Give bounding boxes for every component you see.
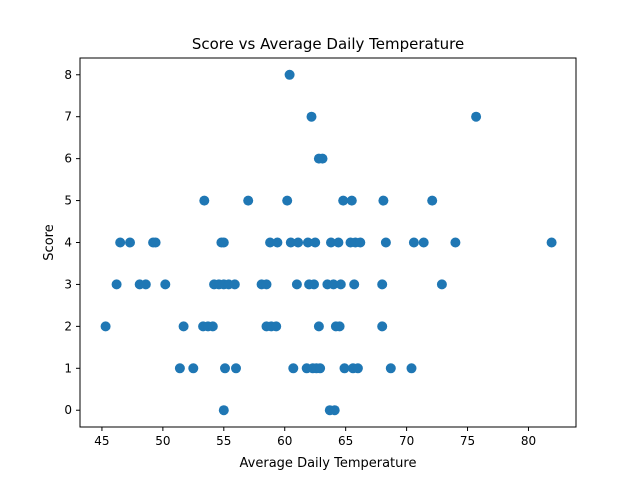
- y-axis-label: Score: [42, 224, 57, 260]
- data-point: [377, 321, 388, 332]
- data-point: [111, 279, 122, 290]
- data-point: [100, 321, 111, 332]
- x-tick-label: 75: [460, 434, 475, 448]
- data-point: [333, 237, 344, 248]
- data-point: [231, 363, 241, 374]
- data-point: [427, 195, 438, 206]
- data-point: [288, 363, 299, 374]
- data-point: [265, 237, 276, 248]
- data-point: [346, 195, 357, 206]
- data-point: [377, 279, 388, 290]
- data-point: [326, 237, 336, 248]
- data-point: [302, 237, 313, 248]
- data-point: [317, 153, 328, 164]
- data-point: [243, 195, 254, 206]
- y-tick-label: 2: [64, 319, 72, 333]
- x-tick-label: 65: [338, 434, 353, 448]
- data-point: [310, 237, 321, 248]
- data-point: [315, 363, 326, 374]
- data-point: [334, 321, 345, 332]
- data-point: [207, 321, 218, 332]
- data-point: [349, 279, 360, 290]
- data-point: [174, 363, 185, 374]
- data-point: [140, 279, 151, 290]
- data-point: [178, 321, 189, 332]
- data-point: [291, 279, 302, 290]
- data-point: [125, 237, 135, 248]
- data-point: [220, 363, 230, 374]
- y-axis: 0 1 2 3 4 5 6 7 8: [64, 68, 80, 417]
- data-point: [406, 363, 417, 374]
- data-point: [378, 195, 389, 206]
- x-tick-label: 55: [216, 434, 231, 448]
- data-point: [150, 237, 161, 248]
- data-point: [160, 279, 171, 290]
- y-tick-label: 3: [64, 277, 72, 291]
- data-point: [471, 111, 482, 122]
- x-tick-label: 60: [277, 434, 292, 448]
- data-point: [418, 237, 429, 248]
- data-point: [218, 237, 229, 248]
- data-point: [385, 363, 396, 374]
- data-point: [188, 363, 199, 374]
- y-tick-label: 0: [64, 403, 72, 417]
- data-point: [436, 279, 447, 290]
- x-tick-label: 70: [399, 434, 414, 448]
- data-point: [229, 279, 240, 290]
- data-point: [271, 321, 282, 332]
- y-tick-label: 4: [64, 236, 72, 250]
- data-point: [282, 195, 293, 206]
- data-point: [546, 237, 557, 248]
- data-point: [408, 237, 419, 248]
- y-tick-label: 7: [64, 110, 72, 124]
- x-tick-label: 80: [521, 434, 536, 448]
- data-point: [313, 321, 324, 332]
- data-point: [450, 237, 461, 248]
- data-point: [352, 363, 363, 374]
- data-point: [261, 279, 272, 290]
- y-tick-label: 8: [64, 68, 72, 82]
- y-tick-label: 6: [64, 152, 72, 166]
- data-point: [284, 69, 295, 80]
- data-point: [338, 195, 349, 206]
- y-tick-label: 5: [64, 194, 72, 208]
- data-point: [328, 279, 339, 290]
- y-tick-label: 1: [64, 361, 72, 375]
- chart-title: Score vs Average Daily Temperature: [192, 35, 464, 53]
- data-point: [218, 405, 229, 416]
- data-point: [272, 237, 283, 248]
- data-point: [355, 237, 366, 248]
- x-axis: 45 50 55 60 65 70 75 80: [94, 427, 536, 448]
- points-layer: [100, 69, 557, 416]
- data-point: [309, 279, 319, 290]
- x-axis-label: Average Daily Temperature: [240, 456, 417, 471]
- data-point: [199, 195, 210, 206]
- data-point: [115, 237, 126, 248]
- data-point: [285, 237, 296, 248]
- data-point: [306, 111, 317, 122]
- data-point: [293, 237, 304, 248]
- data-point: [329, 405, 340, 416]
- data-point: [339, 363, 350, 374]
- x-tick-label: 50: [155, 434, 170, 448]
- data-point: [335, 279, 346, 290]
- data-point: [380, 237, 391, 248]
- x-tick-label: 45: [94, 434, 109, 448]
